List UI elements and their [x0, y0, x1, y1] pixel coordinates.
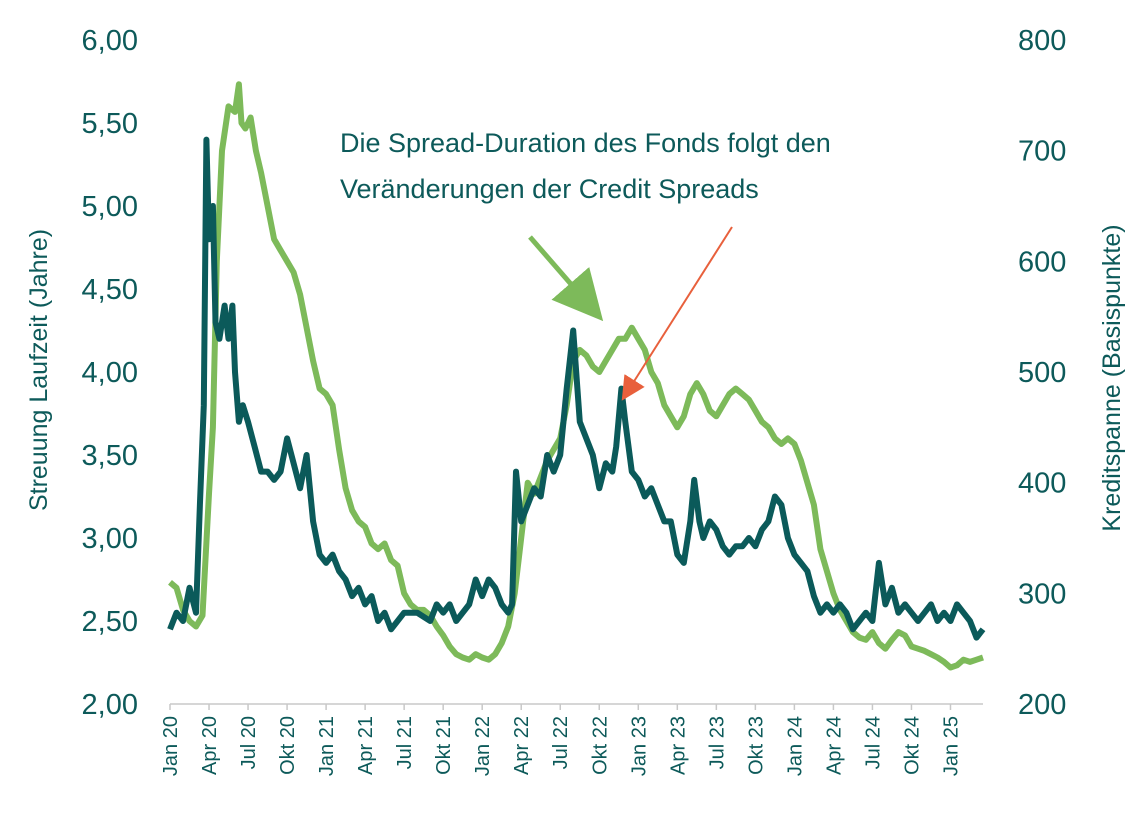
- y-left-tick-label: 4,00: [82, 357, 138, 389]
- x-tick-label: Jan 22: [472, 716, 494, 776]
- x-tick-label: Okt 20: [277, 716, 299, 775]
- y-left-tick-label: 3,50: [82, 440, 138, 472]
- y-right-tick-label: 800: [1018, 25, 1066, 57]
- x-tick-label: Jan 21: [316, 716, 338, 776]
- x-tick-label: Apr 23: [667, 716, 689, 775]
- x-tick-label: Apr 20: [199, 716, 221, 775]
- x-tick-label: Apr 22: [511, 716, 533, 775]
- right-axis-ticks: 200 300 400 500 600 700 800: [1018, 25, 1066, 721]
- y-left-tick-label: 6,00: [82, 25, 138, 57]
- x-tick-label: Jan 24: [784, 716, 806, 776]
- annotation-line-2: Veränderungen der Credit Spreads: [340, 174, 759, 204]
- y-right-tick-label: 600: [1018, 246, 1066, 278]
- x-tick-label: Jul 23: [706, 716, 728, 769]
- series-line-spread-duration: [167, 136, 986, 641]
- y-right-tick-label: 200: [1018, 689, 1066, 721]
- y-left-tick-label: 5,50: [82, 108, 138, 140]
- annotation-line-1: Die Spread-Duration des Fonds folgt den: [340, 128, 831, 158]
- y-right-tick-label: 500: [1018, 357, 1066, 389]
- y-left-tick-label: 3,00: [82, 523, 138, 555]
- annotation-arrow-red: [621, 226, 733, 401]
- y-right-tick-label: 300: [1018, 578, 1066, 610]
- x-tick-label: Jan 23: [628, 716, 650, 776]
- y-left-tick-label: 4,50: [82, 274, 138, 306]
- x-tick-label: Okt 21: [433, 716, 455, 775]
- x-tick-label: Jul 20: [238, 716, 260, 769]
- y-left-tick-label: 5,00: [82, 191, 138, 223]
- x-tick-label: Jul 24: [862, 716, 884, 769]
- x-tick-label: Okt 23: [745, 716, 767, 775]
- x-tick-label: Jan 20: [160, 716, 182, 776]
- left-axis-ticks: 2,00 2,50 3,00 3,50 4,00 4,50 5,00 5,50 6,00: [82, 25, 138, 721]
- x-tick-label: Jul 21: [394, 716, 416, 769]
- annotation-arrow-green: [528, 235, 604, 322]
- x-tick-label: Jan 25: [940, 716, 962, 776]
- x-tick-label: Okt 22: [589, 716, 611, 775]
- y-right-axis-title: Kreditspanne (Basispunkte): [1098, 224, 1126, 531]
- x-tick-label: Apr 21: [355, 716, 377, 775]
- x-tick-label: Apr 24: [823, 716, 845, 775]
- x-axis-ticks: Jan 20 Apr 20 Jul 20 Okt 20 Jan 21 Apr 21 Jul …: [160, 704, 962, 776]
- y-left-tick-label: 2,00: [82, 689, 138, 721]
- y-right-tick-label: 700: [1018, 136, 1066, 168]
- x-tick-label: Jul 22: [550, 716, 572, 769]
- y-left-axis-title: Streuung Laufzeit (Jahre): [25, 229, 53, 511]
- x-tick-label: Okt 24: [901, 716, 923, 775]
- y-left-tick-label: 2,50: [82, 606, 138, 638]
- y-right-tick-label: 400: [1018, 468, 1066, 500]
